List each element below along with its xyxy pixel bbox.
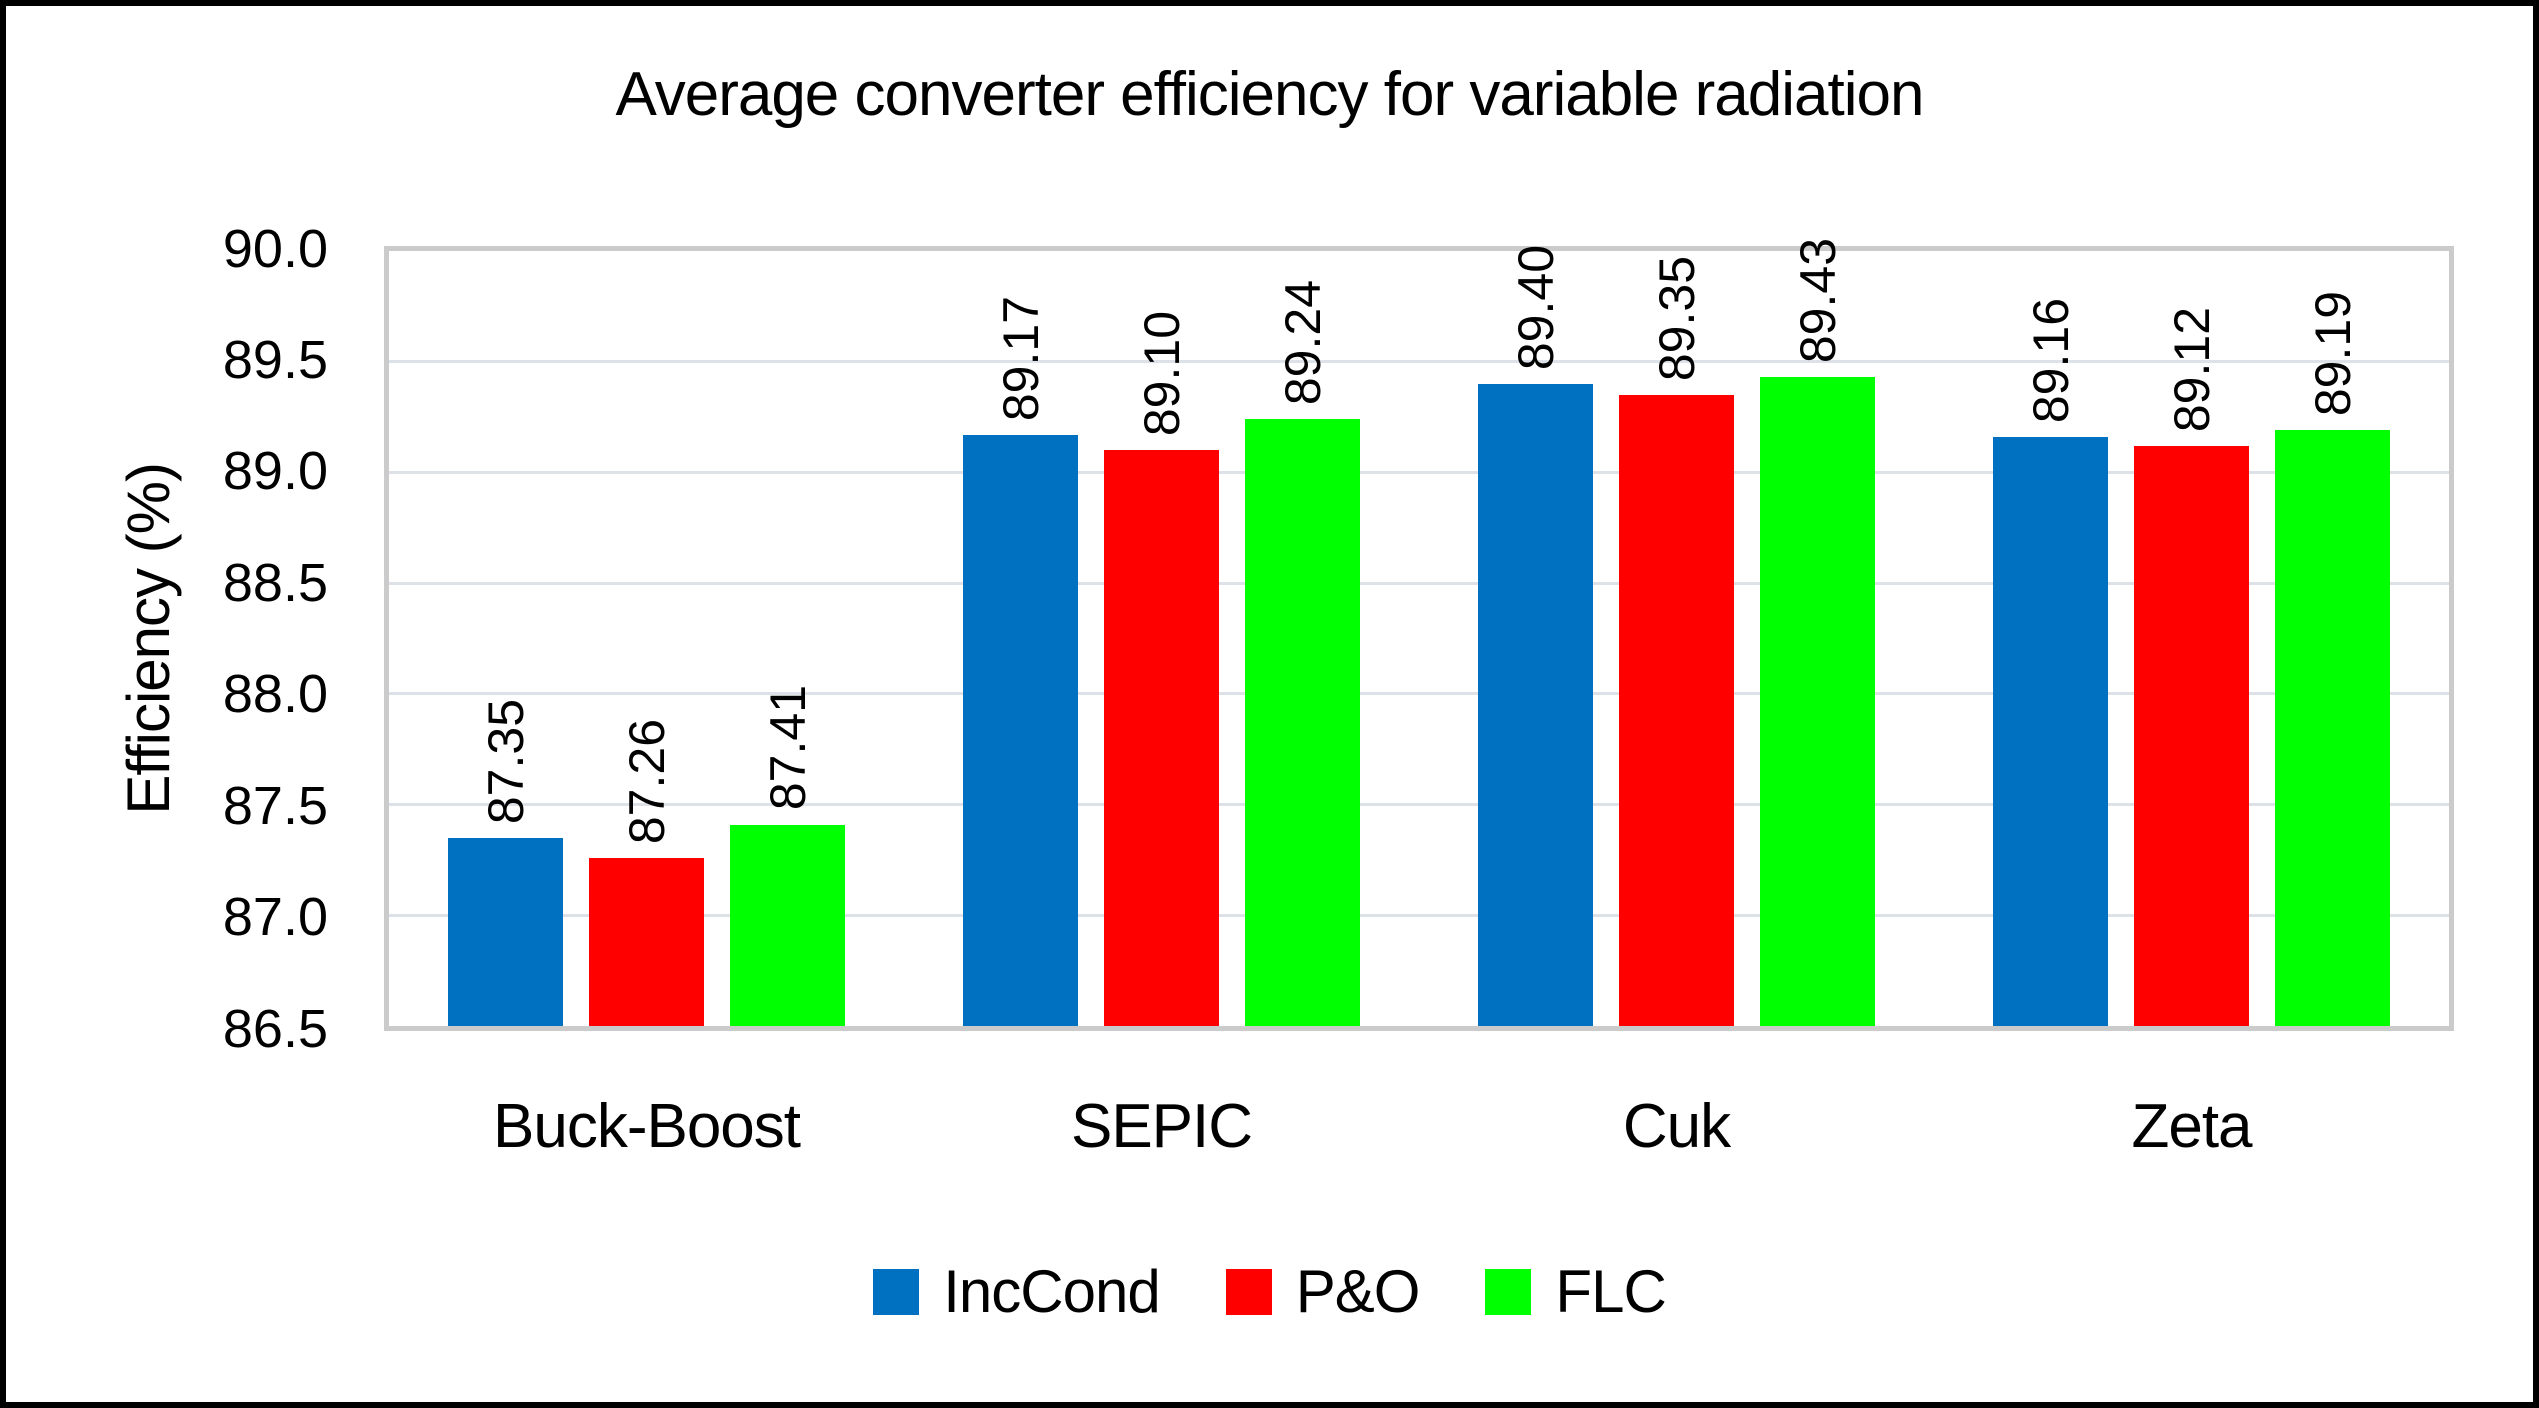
y-tick-label: 87.0 xyxy=(222,887,328,948)
bar-value-label: 89.35 xyxy=(1648,255,1705,381)
y-axis-title-text: Efficiency (%) xyxy=(114,462,182,815)
bar-FLC-Cuk xyxy=(1760,377,1875,1026)
legend-swatch-icon xyxy=(1485,1269,1532,1315)
y-tick-label: 87.5 xyxy=(222,775,328,836)
bar-value-label: 89.10 xyxy=(1133,311,1190,437)
legend-label: FLC xyxy=(1555,1258,1666,1325)
y-tick-label: 89.5 xyxy=(222,329,328,390)
bar-value-label: 89.24 xyxy=(1274,280,1331,406)
bar-value-label: 89.12 xyxy=(2163,306,2220,432)
legend-swatch-icon xyxy=(1225,1269,1272,1315)
legend-item-IncCond: IncCond xyxy=(873,1258,1161,1325)
bar-value-label-box: 89.12 xyxy=(2104,212,2279,432)
category-label-Zeta: Zeta xyxy=(2131,1092,2252,1161)
bar-value-label: 89.17 xyxy=(992,295,1049,421)
bar-FLC-SEPIC xyxy=(1245,419,1360,1026)
gridline xyxy=(389,360,2449,364)
plot-area: 87.35 87.26 87.41 89.17 89.10 89.24 89.40 89.35… xyxy=(384,238,2454,1031)
bar-value-label-box: 89.40 xyxy=(1448,150,1623,370)
bar-value-label: 89.19 xyxy=(2304,291,2361,417)
bar-P&O-SEPIC xyxy=(1104,450,1219,1026)
category-label-Buck-Boost: Buck-Boost xyxy=(492,1092,801,1161)
bar-value-label-box: 89.17 xyxy=(933,201,1108,421)
bar-value-label: 87.41 xyxy=(759,685,816,811)
bar-value-label-box: 89.10 xyxy=(1074,216,1249,436)
bar-P&O-Zeta xyxy=(2134,445,2249,1026)
legend-item-FLC: FLC xyxy=(1485,1258,1667,1325)
bar-value-label: 89.16 xyxy=(2022,297,2079,423)
bar-FLC-Buck-Boost xyxy=(730,824,845,1026)
bar-value-label: 87.35 xyxy=(477,698,534,824)
bar-value-label-box: 89.19 xyxy=(2245,196,2420,416)
bar-value-label-box: 89.16 xyxy=(1963,203,2138,423)
legend-swatch-icon xyxy=(873,1269,920,1315)
bar-value-label-box: 89.24 xyxy=(1215,185,1390,405)
bar-IncCond-SEPIC xyxy=(963,434,1078,1026)
bar-value-label-box: 87.26 xyxy=(559,624,734,844)
bar-value-label: 87.26 xyxy=(618,718,675,844)
legend: IncCond P&O FLC xyxy=(6,1254,2533,1330)
bar-value-label-box: 87.41 xyxy=(700,591,875,811)
legend-label: IncCond xyxy=(943,1258,1160,1325)
bar-IncCond-Buck-Boost xyxy=(448,837,563,1026)
legend-item-P&O: P&O xyxy=(1225,1258,1421,1325)
bar-value-label: 89.43 xyxy=(1789,238,1846,364)
y-tick-label: 88.0 xyxy=(222,664,328,725)
bar-P&O-Buck-Boost xyxy=(589,857,704,1026)
bar-IncCond-Zeta xyxy=(1993,437,2108,1026)
legend-label: P&O xyxy=(1295,1258,1421,1325)
category-label-Cuk: Cuk xyxy=(1622,1092,1731,1161)
bar-P&O-Cuk xyxy=(1619,394,1734,1026)
bar-IncCond-Cuk xyxy=(1478,383,1593,1026)
category-label-SEPIC: SEPIC xyxy=(1070,1092,1253,1161)
y-tick-label: 90.0 xyxy=(222,218,328,279)
bar-FLC-Zeta xyxy=(2275,430,2390,1026)
chart-title: Average converter efficiency for variabl… xyxy=(615,60,1924,129)
y-tick-label: 86.5 xyxy=(222,998,328,1059)
bar-value-label-box: 87.35 xyxy=(418,604,593,824)
bar-value-label-box: 89.43 xyxy=(1730,143,1905,363)
y-tick-label: 89.0 xyxy=(222,441,328,502)
y-tick-label: 88.5 xyxy=(222,552,328,613)
bar-value-label-box: 89.35 xyxy=(1589,161,1764,381)
bar-value-label: 89.40 xyxy=(1507,244,1564,370)
